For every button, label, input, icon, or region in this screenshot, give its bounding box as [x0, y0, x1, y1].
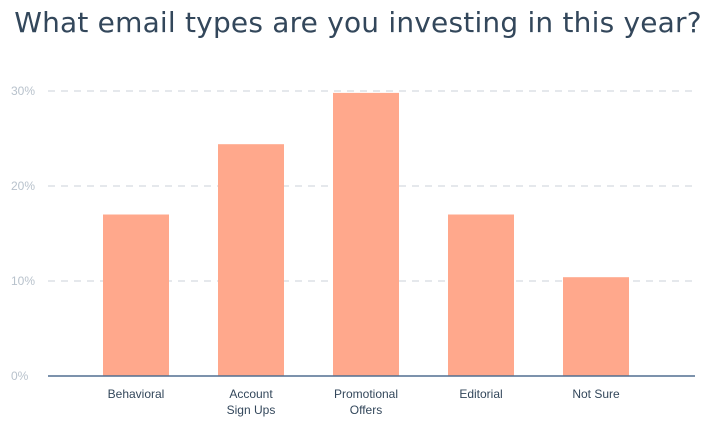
y-tick-label: 0% — [11, 369, 29, 383]
bar — [103, 214, 169, 376]
x-tick-label-line: Promotional — [334, 387, 398, 401]
x-tick-label-line: Editorial — [459, 387, 502, 401]
y-tick-label: 10% — [11, 274, 35, 288]
y-tick-label: 20% — [11, 179, 35, 193]
bar — [333, 92, 399, 377]
x-tick-label-line: Offers — [350, 403, 382, 417]
x-tick-label-line: Behavioral — [108, 387, 165, 401]
x-tick-label: Not Sure — [572, 387, 620, 401]
x-tick-label: Promotional Offers — [334, 387, 398, 417]
x-tick-label: Editorial — [459, 387, 502, 401]
x-tick-label-line: Account — [229, 387, 273, 401]
x-tick-label: Behavioral — [108, 387, 165, 401]
bar — [218, 144, 284, 376]
x-tick-label-line: Sign Ups — [227, 403, 276, 417]
y-tick-label: 30% — [11, 84, 35, 98]
bar — [448, 214, 514, 376]
x-tick-label: Account Sign Ups — [227, 387, 276, 417]
bar — [563, 277, 629, 376]
x-tick-label-line: Not Sure — [572, 387, 620, 401]
chart-title: What email types are you investing in th… — [14, 6, 702, 39]
